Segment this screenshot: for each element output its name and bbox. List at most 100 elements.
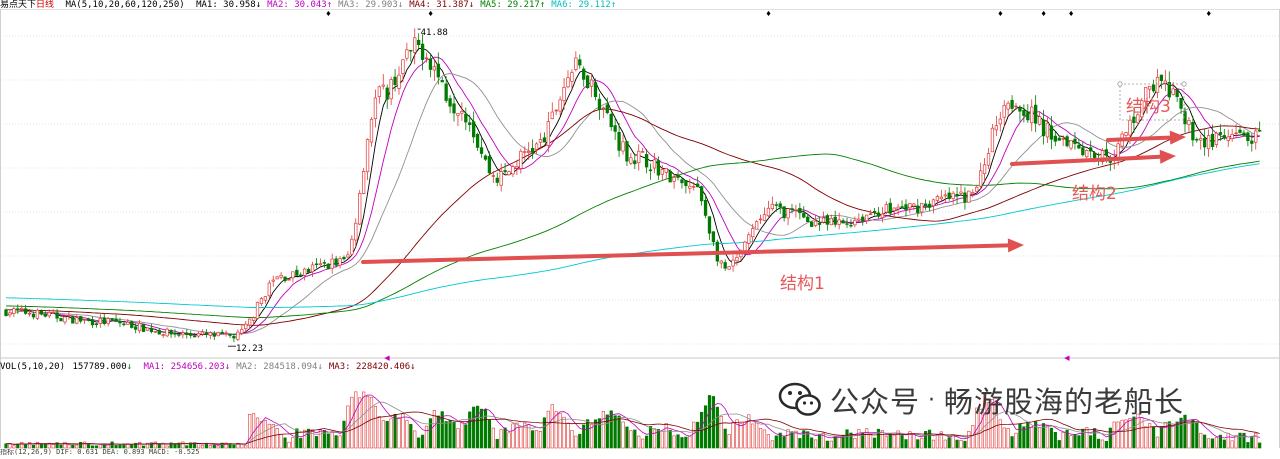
candle-body	[570, 72, 574, 82]
volume-bar	[420, 434, 425, 449]
candle-body	[1159, 74, 1164, 82]
volume-bar	[303, 429, 307, 449]
volume-bar	[1148, 423, 1152, 449]
candle-body	[1128, 119, 1132, 136]
volume-bar	[802, 430, 806, 449]
volume-bar	[255, 417, 260, 449]
candle-body	[947, 192, 951, 199]
candle-body	[538, 139, 543, 143]
volume-bar	[487, 419, 491, 449]
volume-bar	[605, 414, 609, 449]
candle-body	[1171, 88, 1175, 95]
candle-body	[181, 332, 185, 336]
candle-body	[1057, 137, 1061, 141]
candle-body	[397, 74, 401, 89]
candle-body	[971, 192, 975, 195]
volume-bar	[1128, 418, 1132, 449]
price-indicator-header: 易点天下日线 MA(5,10,20,60,120,250) MA1: 30.95…	[0, 0, 622, 11]
volume-bar	[75, 444, 79, 449]
volume-bar	[240, 443, 244, 449]
volume-bar	[668, 429, 672, 449]
candle-body	[102, 317, 106, 325]
volume-bar	[1030, 427, 1034, 449]
volume-bar	[1112, 421, 1116, 449]
cursor-marker: ◀	[384, 354, 390, 362]
candle-body	[758, 218, 763, 221]
candle-body	[1089, 147, 1093, 152]
candle-body	[821, 217, 826, 223]
candle-body	[562, 87, 566, 101]
volume-bar	[586, 419, 590, 449]
candle-body	[200, 331, 205, 335]
structure1-arrow	[361, 238, 1024, 264]
volume-bar	[519, 426, 523, 449]
volume-bar	[1234, 434, 1238, 449]
volume-bar	[200, 444, 205, 449]
volume-bar	[562, 416, 566, 449]
box-handle	[1181, 81, 1187, 87]
candle-body	[727, 266, 731, 270]
candle-body	[436, 63, 440, 78]
volume-bar	[275, 428, 279, 449]
candle-body	[876, 212, 881, 217]
volume-bar	[1041, 423, 1046, 449]
candle-body	[1100, 150, 1105, 163]
volume-bar	[1206, 438, 1211, 449]
candle-body	[1151, 84, 1156, 92]
candle-body	[1065, 136, 1069, 147]
volume-bar	[884, 436, 888, 449]
candle-body	[27, 312, 32, 315]
candle-body	[318, 263, 323, 266]
volume-bar	[1144, 426, 1148, 449]
volume-bar	[244, 444, 248, 449]
candle-body	[263, 296, 268, 301]
candle-body	[63, 316, 67, 323]
candle-body	[338, 258, 342, 266]
candle-body	[177, 334, 181, 336]
candle-body	[853, 219, 857, 226]
volume-bar	[138, 441, 142, 449]
candle-body	[931, 199, 936, 206]
volume-bar	[1081, 428, 1085, 449]
candle-body	[31, 313, 36, 318]
volume-bar	[1100, 439, 1105, 449]
candle-body	[1210, 133, 1215, 147]
volume-bar	[1096, 438, 1101, 449]
volume-bar	[279, 433, 283, 449]
candle-body	[59, 318, 63, 322]
volume-bar	[982, 394, 987, 449]
candle-body	[578, 59, 582, 66]
candle-body	[1230, 133, 1234, 140]
volume-bar	[786, 429, 790, 449]
candle-body	[507, 171, 511, 176]
candle-body	[1053, 135, 1057, 142]
candle-body	[51, 312, 55, 314]
volume-bar	[747, 414, 751, 449]
volume-bar	[393, 413, 397, 449]
volume-bar	[990, 399, 995, 449]
candle-body	[393, 76, 397, 86]
candle-body	[165, 328, 169, 337]
candle-body	[287, 278, 291, 281]
candle-body	[782, 206, 786, 219]
candle-body	[707, 216, 712, 234]
candle-body	[413, 37, 417, 53]
volume-bar	[1136, 413, 1140, 449]
volume-bar	[550, 404, 554, 449]
volume-bar	[578, 433, 582, 449]
volume-bar	[597, 418, 602, 449]
candle-body	[1202, 138, 1207, 148]
candle-body	[114, 318, 118, 322]
volume-bar	[1183, 414, 1187, 449]
candle-body	[872, 210, 877, 213]
volume-bar	[1258, 442, 1262, 449]
candle-body	[428, 58, 433, 70]
candle-body	[440, 80, 444, 83]
candle-body	[1045, 122, 1050, 138]
volume-bar	[326, 433, 330, 449]
volume-bar	[1037, 427, 1042, 449]
volume-bar	[39, 443, 43, 449]
candle-body	[460, 110, 464, 114]
volume-bar	[468, 411, 472, 449]
volume-bar	[660, 430, 664, 449]
